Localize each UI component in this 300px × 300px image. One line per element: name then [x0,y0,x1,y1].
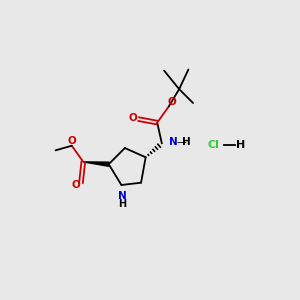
Text: O: O [71,179,80,190]
Text: O: O [168,97,177,107]
Text: —: — [176,137,186,148]
Text: N: N [169,137,178,148]
Text: Cl: Cl [208,140,220,150]
Polygon shape [83,162,109,166]
Text: H: H [182,137,191,148]
Text: H: H [236,140,245,150]
Text: O: O [68,136,76,146]
Text: O: O [129,113,137,123]
Text: N: N [118,190,127,201]
Text: H: H [118,199,127,209]
